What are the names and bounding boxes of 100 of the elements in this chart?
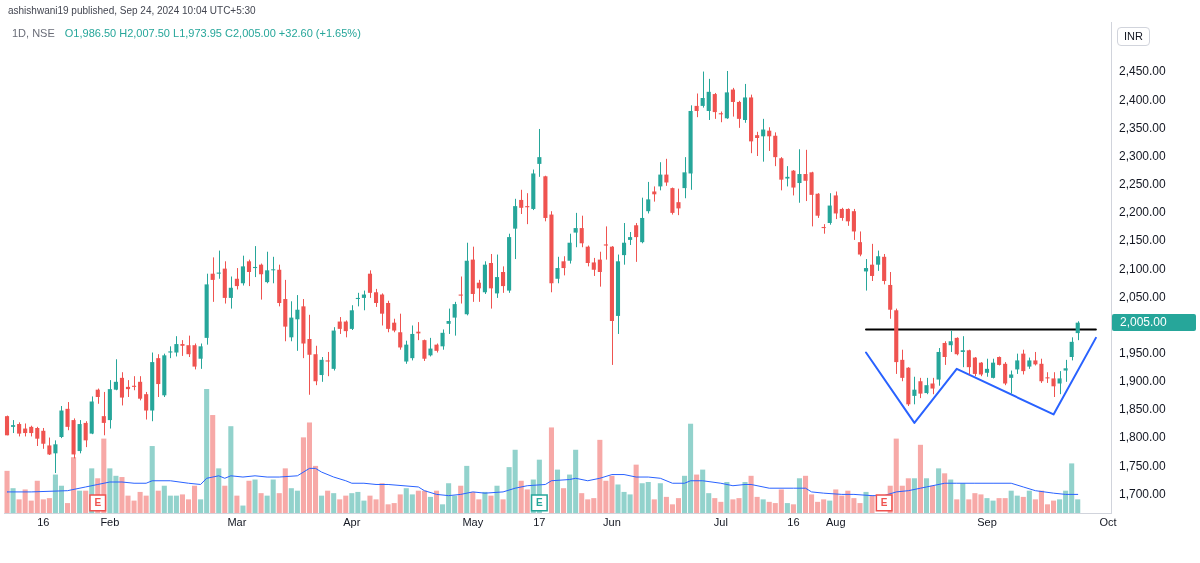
candlestick: [101, 391, 106, 436]
y-tick-label: 2,100.00: [1119, 261, 1167, 276]
candlestick: [809, 171, 814, 227]
candlestick: [452, 301, 457, 337]
candlestick: [803, 149, 808, 202]
data-label: E: [536, 497, 544, 509]
candlestick: [174, 335, 179, 357]
bar: [561, 488, 567, 513]
candlestick: [1021, 349, 1026, 375]
candlestick: [265, 251, 270, 284]
candlestick: [83, 420, 88, 448]
y-tick-label: 2,200.00: [1119, 205, 1167, 220]
candlestick: [404, 340, 409, 365]
candlestick: [373, 288, 379, 308]
candlestick: [948, 330, 953, 353]
candlestick: [676, 188, 681, 216]
x-tick-label: Apr: [343, 515, 361, 528]
bar: [427, 496, 434, 513]
bar: [4, 470, 10, 513]
candlestick: [791, 169, 796, 196]
bar: [657, 483, 663, 513]
candlestick: [1063, 359, 1068, 383]
bar: [246, 480, 252, 513]
bar: [149, 446, 155, 513]
bar: [869, 495, 875, 513]
candlestick: [1009, 370, 1014, 395]
candlestick: [113, 358, 118, 391]
candlestick: [736, 100, 742, 129]
x-tick-label: Feb: [100, 515, 120, 528]
candlestick: [1015, 353, 1020, 375]
candlestick: [428, 337, 433, 357]
candlestick: [246, 259, 252, 287]
candlestick: [646, 181, 651, 214]
bar: [77, 490, 83, 513]
bar: [155, 490, 161, 513]
candlestick: [730, 87, 735, 118]
chart-title: 1D, NSE: [12, 27, 55, 39]
bar: [228, 426, 234, 513]
candlestick: [513, 198, 518, 260]
candlestick: [537, 128, 542, 178]
candlestick: [682, 156, 687, 199]
candlestick: [228, 276, 233, 310]
bar: [252, 479, 258, 513]
candlestick: [742, 83, 748, 124]
y-tick-label: 1,700.00: [1119, 486, 1167, 501]
bar: [863, 491, 869, 513]
candlestick: [325, 351, 330, 377]
bar: [494, 485, 500, 513]
bar: [930, 485, 936, 513]
bar: [942, 473, 948, 513]
y-tick-label: 2,300.00: [1119, 148, 1167, 163]
bar: [760, 499, 766, 513]
candlestick: [658, 161, 663, 191]
candlestick: [1051, 371, 1056, 398]
bar: [796, 478, 803, 513]
candlestick: [440, 328, 445, 351]
bar: [724, 482, 730, 513]
bar: [948, 479, 954, 513]
y-tick-label: 2,400.00: [1119, 92, 1167, 107]
candlestick: [591, 257, 596, 277]
bar: [1020, 496, 1026, 513]
candlestick: [621, 222, 627, 266]
candlestick: [870, 243, 875, 282]
candlestick: [773, 131, 778, 167]
x-tick-label: Oct: [1099, 515, 1117, 528]
candlestick: [35, 426, 40, 447]
candlestick: [240, 255, 245, 287]
candlestick: [446, 308, 451, 335]
candlestick: [1003, 361, 1008, 386]
bar: [1026, 490, 1032, 513]
bar: [464, 465, 470, 513]
bar: [827, 500, 833, 513]
bar: [10, 488, 16, 513]
chart-subtitle: O1,986.50 H2,007.50 L1,973.95 C2,005.00 +32.60 (+1.65%): [64, 27, 361, 39]
bar: [210, 415, 216, 513]
bar: [548, 427, 554, 513]
bar: [258, 493, 264, 513]
text: ashishwani19 published, Sep 24, 2024 10:04 UTC+5:30: [8, 5, 256, 16]
candlestick: [349, 304, 354, 331]
data-label: E: [94, 497, 102, 509]
candlestick: [942, 340, 947, 366]
text: 2,005.00: [1112, 314, 1196, 332]
candlestick: [501, 265, 506, 294]
bar: [633, 464, 639, 513]
candlestick: [912, 376, 917, 405]
candlestick: [398, 313, 403, 351]
candlestick: [119, 371, 125, 406]
bar: [923, 478, 930, 513]
candlestick: [585, 245, 590, 267]
data-label: E: [880, 497, 888, 509]
candlestick: [295, 294, 300, 352]
bar: [222, 485, 228, 513]
candlestick: [519, 189, 524, 215]
candlestick: [210, 256, 215, 303]
y-tick-label: 1,900.00: [1119, 374, 1167, 389]
x-tick-label: Jul: [713, 515, 728, 528]
bar: [458, 485, 464, 513]
bar: [319, 495, 325, 513]
y-tick-label: 1,850.00: [1119, 402, 1167, 417]
x-tick-label: 17: [533, 515, 546, 528]
